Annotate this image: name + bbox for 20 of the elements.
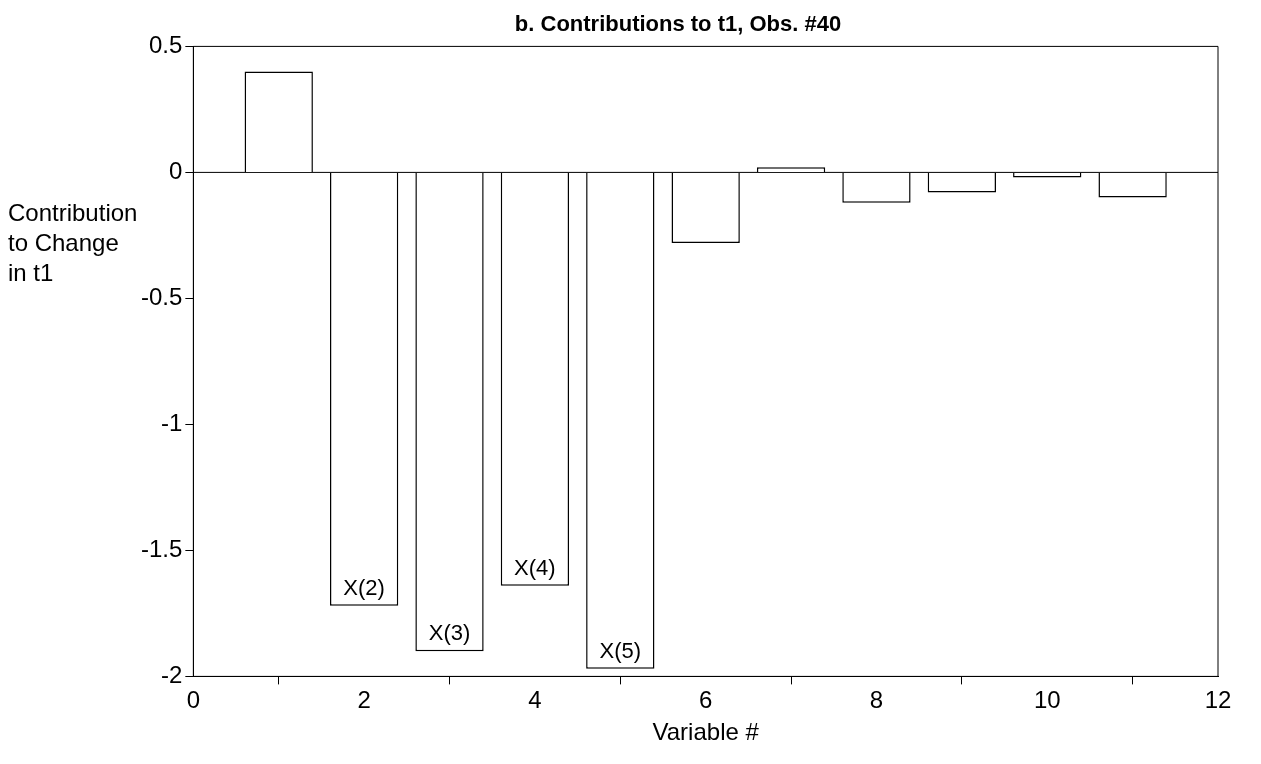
chart-title: b. Contributions to t1, Obs. #40 [514, 11, 842, 37]
y-tick-label: -1.5 [141, 535, 183, 563]
y-tick-label: -2 [161, 661, 183, 689]
x-tick-label: 6 [699, 686, 713, 714]
annotation: X(5) [599, 637, 642, 663]
annotation: X(4) [514, 554, 556, 580]
annotation: X(3) [428, 620, 471, 646]
x-axis-title: Variable # [652, 718, 760, 746]
x-tick-label: 8 [869, 686, 884, 714]
annotation: X(2) [343, 574, 385, 600]
x-tick-label: 2 [357, 686, 371, 714]
x-tick-label: 0 [186, 686, 201, 714]
y-tick-label: 0.5 [148, 31, 183, 59]
x-tick-label: 12 [1204, 686, 1232, 714]
y-axis-title: Contribution to Change in t1 [8, 198, 138, 288]
y-tick-label: 0 [169, 157, 183, 185]
x-tick-label: 4 [528, 686, 542, 714]
x-tick-label: 10 [1033, 686, 1061, 714]
y-tick-label: -1 [161, 409, 183, 437]
y-tick-label: -0.5 [141, 283, 183, 311]
